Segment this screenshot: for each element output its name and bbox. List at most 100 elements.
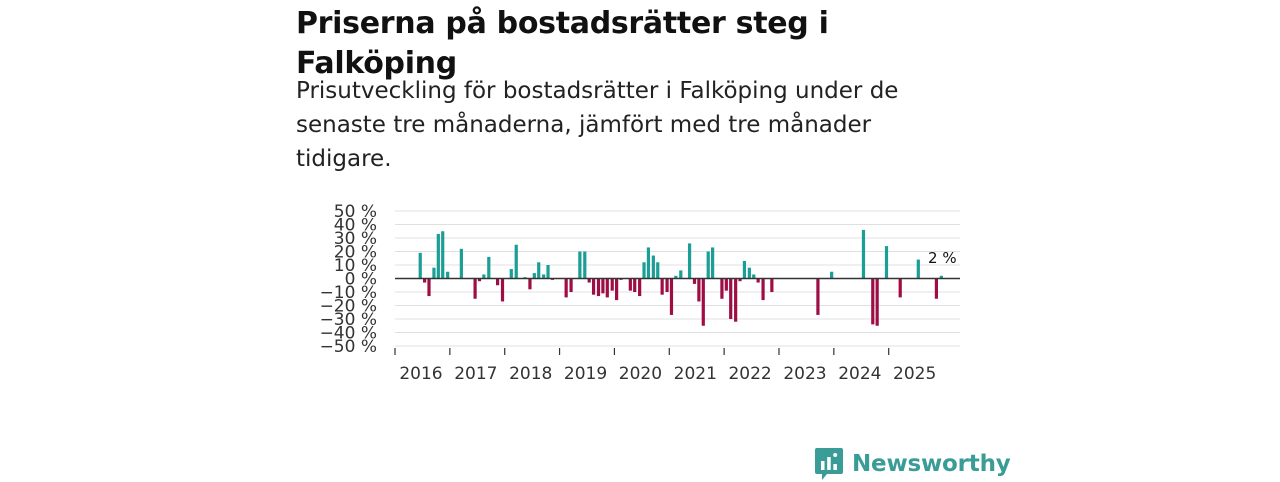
x-tick-label: 2017 <box>454 364 497 384</box>
bar <box>564 278 568 298</box>
y-tick-label: −30 % <box>320 310 377 330</box>
x-tick-label: 2016 <box>399 364 442 384</box>
bar <box>633 278 637 292</box>
bar <box>528 278 532 290</box>
bar <box>436 233 440 279</box>
y-tick-label: −10 % <box>320 283 377 303</box>
x-tick-label: 2019 <box>564 364 607 384</box>
bar <box>770 278 774 292</box>
y-tick-label: 40 % <box>334 216 377 236</box>
bar <box>738 278 742 282</box>
bar <box>569 278 573 292</box>
y-tick-label: 20 % <box>334 243 377 263</box>
bar <box>446 271 450 279</box>
y-tick-label: −40 % <box>320 324 377 344</box>
bar <box>601 278 605 294</box>
bar <box>418 252 422 279</box>
y-tick-label: −50 % <box>320 337 377 357</box>
bar <box>587 278 591 283</box>
newsworthy-logo-icon <box>815 448 843 480</box>
bar <box>596 278 601 297</box>
y-axis-ticks: 50 %40 %30 %20 %10 %0 %−10 %−20 %−30 %−4… <box>320 202 377 357</box>
bar <box>646 247 651 279</box>
bar <box>477 278 482 282</box>
y-tick-label: 0 % <box>345 270 377 290</box>
y-tick-label: 50 % <box>334 202 377 222</box>
bar <box>537 262 541 279</box>
bar <box>432 267 436 279</box>
bar <box>756 278 760 283</box>
bar <box>487 256 491 279</box>
bar <box>734 278 738 322</box>
bar <box>591 278 596 295</box>
chart-subtitle: Prisutveckling för bostadsrätter i Falkö… <box>296 78 899 172</box>
bar <box>542 274 546 279</box>
annotations: 2 % <box>928 249 957 267</box>
brand-logo[interactable]: Newsworthy <box>814 446 1011 482</box>
x-tick-label: 2023 <box>783 364 826 384</box>
bar <box>742 260 747 279</box>
bar <box>674 275 678 279</box>
bar <box>500 278 505 302</box>
bar <box>610 278 614 291</box>
y-tick-label: 30 % <box>334 229 377 249</box>
bar <box>651 255 655 279</box>
bar <box>761 278 765 301</box>
bar <box>706 251 710 279</box>
bar <box>830 271 834 279</box>
bar <box>423 278 427 283</box>
x-tick-label: 2025 <box>893 364 936 384</box>
bars <box>395 229 960 326</box>
bar <box>752 274 756 279</box>
bar <box>934 278 939 299</box>
bar <box>578 251 582 279</box>
bar <box>509 269 513 279</box>
chart-title: Priserna på bostadsrätter steg i Falköpi… <box>296 6 829 81</box>
bar <box>916 259 920 279</box>
bar <box>697 278 701 302</box>
bar <box>816 278 820 315</box>
x-tick-label: 2024 <box>838 364 881 384</box>
bar-chart: 50 %40 %30 %20 %10 %0 %−10 %−20 %−30 %−4… <box>320 202 960 384</box>
bar <box>459 248 463 279</box>
brand-name: Newsworthy <box>852 451 1011 477</box>
bar <box>679 270 683 279</box>
bar <box>729 278 733 319</box>
y-tick-label: 10 % <box>334 256 377 276</box>
bar <box>532 273 536 279</box>
bar <box>514 244 518 279</box>
bar <box>692 278 697 284</box>
bar <box>656 262 660 279</box>
bar <box>701 278 705 326</box>
bar <box>724 278 728 291</box>
bar <box>875 278 879 326</box>
x-axis-ticks: 2016 2017 2018 2019 2020 2021 2022 2023 2024 2025 <box>394 348 936 384</box>
bar <box>642 262 646 279</box>
bar <box>546 265 550 279</box>
bar <box>495 278 500 286</box>
bar <box>898 278 902 298</box>
x-tick-label: 2020 <box>619 364 662 384</box>
bar <box>669 278 674 315</box>
x-tick-label: 2022 <box>728 364 771 384</box>
bar <box>473 278 477 299</box>
bar <box>871 278 875 325</box>
x-tick-label: 2021 <box>674 364 717 384</box>
y-tick-label: −20 % <box>320 297 377 317</box>
bar <box>687 243 692 279</box>
bar <box>939 275 943 279</box>
bar <box>638 278 642 297</box>
bar <box>660 278 664 295</box>
bar <box>615 278 619 301</box>
bar <box>583 251 587 279</box>
bar <box>747 267 751 279</box>
bar <box>884 246 889 279</box>
bar <box>427 278 431 297</box>
x-tick-label: 2018 <box>509 364 552 384</box>
bar <box>441 231 445 279</box>
latest-value-label: 2 % <box>928 249 957 267</box>
bar <box>605 278 609 298</box>
bar <box>628 278 632 291</box>
bar <box>720 278 724 299</box>
bar <box>861 229 866 279</box>
